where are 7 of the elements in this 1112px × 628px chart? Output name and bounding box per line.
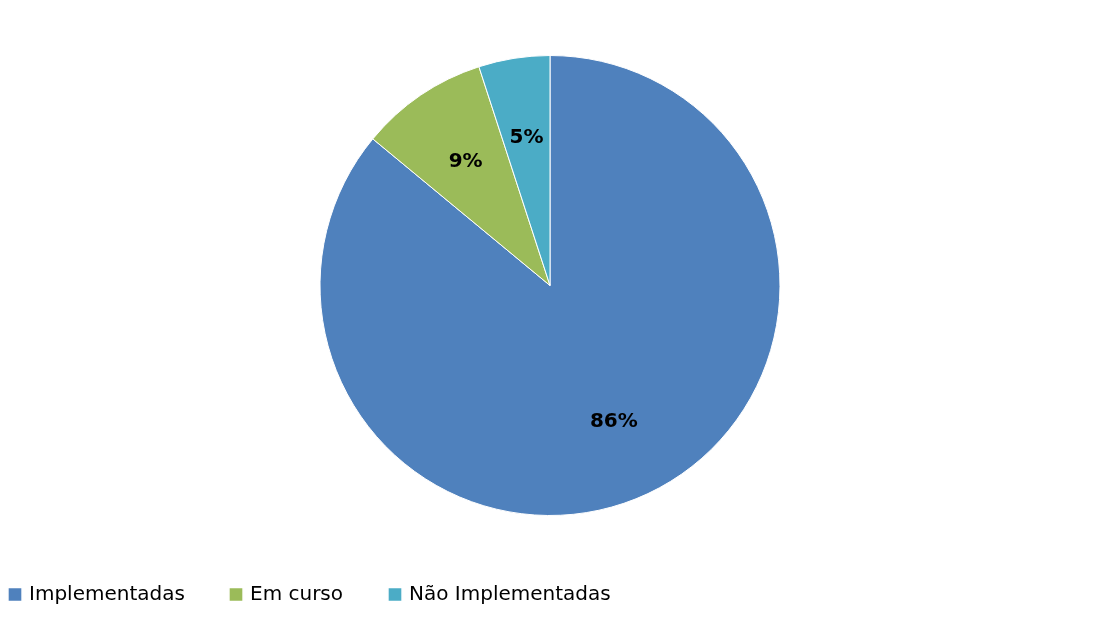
legend-label: Implementadas: [29, 581, 185, 606]
legend-label: Em curso: [250, 581, 344, 606]
data-label: 5%: [509, 124, 544, 149]
data-label: 9%: [448, 148, 483, 173]
data-label: 86%: [589, 408, 638, 433]
pie-slice: [319, 55, 781, 516]
legend-label: Não Implementadas: [409, 581, 611, 606]
